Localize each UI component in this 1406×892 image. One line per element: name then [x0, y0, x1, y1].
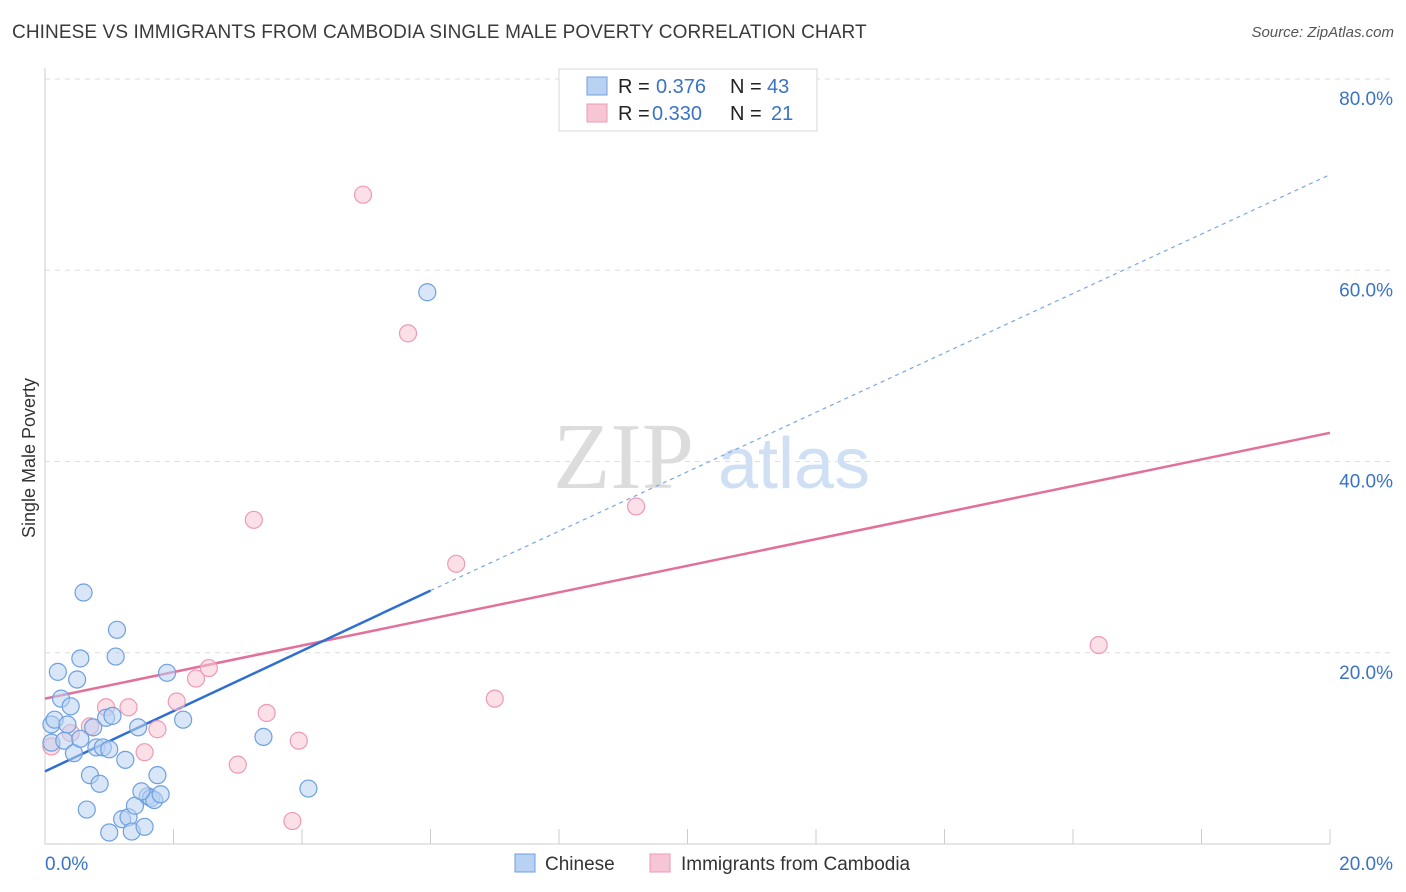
legend-n-value-cambodia: 21 — [771, 103, 793, 125]
point-chinese-36 — [174, 710, 193, 729]
point-chinese-20 — [103, 706, 122, 725]
point-chinese-42 — [132, 782, 151, 801]
point-chinese-41 — [71, 729, 90, 748]
point-cambodia-11 — [244, 510, 263, 529]
trendline-cambodia — [44, 431, 1331, 700]
point-chinese-14 — [84, 718, 103, 737]
legend-r-value-chinese: 0.376 — [656, 76, 706, 98]
point-chinese-37 — [254, 727, 273, 747]
x-tick-label-max: 20.0% — [1339, 854, 1393, 875]
point-chinese-39 — [418, 283, 437, 302]
point-cambodia-20 — [1089, 635, 1108, 655]
bottom-legend-label-cambodia: Immigrants from Cambodia — [681, 854, 911, 875]
point-chinese-40 — [100, 740, 119, 759]
point-chinese-3 — [48, 662, 67, 681]
watermark-atlas: atlas — [718, 424, 870, 504]
point-cambodia-19 — [626, 497, 646, 516]
chart-title: CHINESE VS IMMIGRANTS FROM CAMBODIA SING… — [12, 22, 867, 43]
point-chinese-24 — [116, 750, 135, 769]
chart-source: Source: ZipAtlas.com — [1251, 24, 1394, 41]
legend-n-label-cambodia: N = — [730, 103, 762, 125]
point-chinese-16 — [90, 774, 109, 793]
point-chinese-7 — [61, 697, 80, 716]
point-chinese-35 — [157, 663, 177, 682]
point-chinese-22 — [107, 620, 127, 639]
point-chinese-38 — [299, 779, 318, 798]
bottom-legend: Chinese Immigrants from Cambodia — [514, 853, 911, 875]
point-chinese-29 — [135, 817, 154, 836]
point-chinese-6 — [58, 715, 77, 734]
point-cambodia-8 — [186, 669, 206, 688]
point-chinese-10 — [71, 649, 90, 668]
gridlines — [45, 78, 1394, 654]
legend-r-value-cambodia: 0.330 — [652, 103, 702, 125]
watermark-zip: ZIP — [553, 405, 694, 509]
point-chinese-12 — [77, 800, 96, 819]
point-chinese-33 — [148, 766, 167, 785]
legend-r-label-cambodia: R = — [618, 103, 650, 125]
point-cambodia-14 — [289, 731, 308, 750]
bottom-legend-label-chinese: Chinese — [545, 854, 615, 875]
point-cambodia-17 — [447, 554, 466, 573]
legend-swatch-cambodia — [586, 103, 608, 123]
data-points — [42, 185, 1108, 842]
legend-n-label-chinese: N = — [730, 76, 762, 98]
point-chinese-9 — [68, 670, 87, 689]
point-cambodia-6 — [148, 720, 167, 739]
tick-labels: 20.0% 40.0% 60.0% 80.0% 0.0% 20.0% — [45, 89, 1393, 875]
point-cambodia-7 — [167, 692, 186, 711]
point-cambodia-9 — [199, 658, 218, 678]
y-tick-label-40: 40.0% — [1339, 472, 1393, 493]
y-tick-label-20: 20.0% — [1339, 663, 1393, 684]
axes — [44, 68, 1331, 845]
y-tick-label-60: 60.0% — [1339, 280, 1393, 301]
point-chinese-21 — [106, 647, 125, 666]
point-cambodia-4 — [119, 698, 138, 717]
x-tick-label-min: 0.0% — [45, 854, 88, 875]
point-cambodia-10 — [228, 755, 247, 774]
legend-swatch-chinese — [586, 76, 608, 96]
point-chinese-34 — [151, 785, 170, 804]
point-cambodia-15 — [353, 185, 373, 204]
legend-r-label-chinese: R = — [618, 76, 650, 98]
legend: R = 0.376 N = 43 R = 0.330 N = 21 — [558, 68, 818, 132]
trendline-chinese-extension — [430, 174, 1331, 592]
point-cambodia-5 — [135, 743, 154, 762]
point-chinese-28 — [129, 718, 148, 737]
bottom-legend-swatch-chinese — [514, 853, 536, 873]
point-chinese-11 — [74, 583, 93, 602]
point-chinese-19 — [100, 823, 119, 842]
legend-n-value-chinese: 43 — [767, 76, 789, 98]
point-cambodia-18 — [485, 689, 504, 708]
bottom-legend-swatch-cambodia — [649, 853, 671, 873]
point-cambodia-16 — [398, 324, 418, 343]
y-axis-label: Single Male Poverty — [19, 378, 39, 538]
y-tick-label-80: 80.0% — [1339, 89, 1393, 110]
point-cambodia-13 — [283, 811, 302, 831]
point-cambodia-12 — [257, 703, 276, 723]
